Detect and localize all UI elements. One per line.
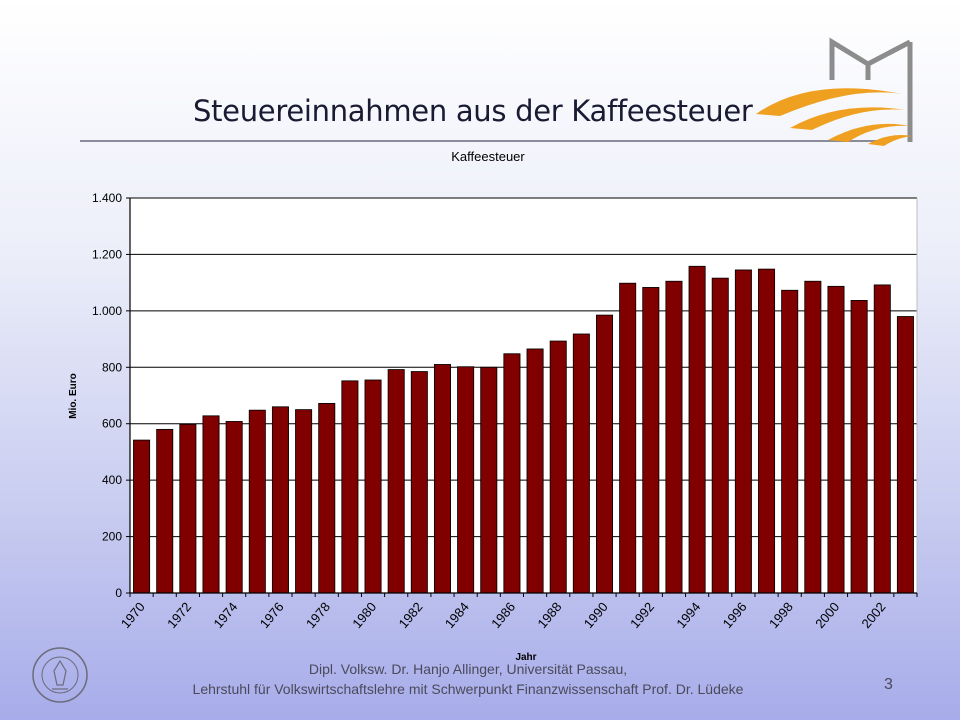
bar-2002	[873, 284, 891, 594]
bar-1987	[526, 348, 544, 594]
university-seal	[32, 647, 88, 703]
x-tick-label: 2002	[858, 599, 888, 631]
bar-1998	[781, 289, 799, 594]
bar-2003	[896, 316, 914, 594]
y-tick-label: 1.200	[92, 247, 122, 261]
x-tick-label: 1988	[534, 599, 564, 631]
bar-1971	[156, 428, 174, 594]
x-tick-label: 2000	[812, 599, 842, 631]
bar-1979	[341, 380, 359, 594]
footer-chair: Lehrstuhl für Volkswirtschaftslehre mit …	[192, 681, 744, 697]
bar-chart: Kaffeesteuer 0 200 400 600 800 1.000 1.200 1.40…	[68, 149, 918, 660]
bar-1999	[804, 280, 822, 594]
bar-1974	[225, 421, 243, 594]
bar-1991	[619, 282, 637, 594]
bar-1990	[596, 314, 614, 594]
y-tick-label: 1.000	[92, 304, 122, 318]
bar-1995	[711, 277, 729, 594]
x-tick-label: 1998	[766, 599, 796, 631]
bar-1994	[688, 265, 706, 594]
y-tick-label: 400	[102, 473, 122, 487]
bar-2000	[827, 285, 845, 594]
bar-1997	[758, 268, 776, 594]
chart-title: Kaffeesteuer	[451, 149, 525, 164]
bar-1984	[457, 366, 475, 594]
y-tick-label: 600	[102, 417, 122, 431]
x-tick-label: 1980	[349, 599, 379, 631]
bar-1996	[734, 269, 752, 594]
x-axis-label: Jahr	[515, 652, 536, 660]
y-tick-label: 200	[102, 530, 122, 544]
plot-area	[130, 198, 917, 593]
title-divider	[80, 140, 880, 142]
bar-1992	[642, 287, 660, 594]
bar-1976	[271, 406, 289, 594]
x-tick-label: 1990	[581, 599, 611, 631]
chair-logo	[756, 37, 913, 146]
y-tick-labels: 0 200 400 600 800 1.000 1.200 1.400	[92, 191, 122, 600]
bar-1982	[410, 371, 428, 594]
y-axis-label: Mio. Euro	[68, 373, 79, 419]
logo-book-icon	[829, 37, 913, 142]
y-tick-label: 1.400	[92, 191, 122, 205]
bar-1989	[572, 333, 590, 594]
page-number: 3	[884, 676, 893, 693]
logo-swoosh-icon	[756, 88, 912, 146]
bar-1973	[202, 415, 220, 594]
bar-1986	[503, 353, 521, 594]
bar-1993	[665, 280, 683, 594]
x-tick-label: 1972	[164, 599, 194, 631]
bar-1983	[433, 364, 451, 594]
bar-1980	[364, 379, 382, 594]
y-tick-label: 800	[102, 360, 122, 374]
x-tick-label: 1992	[627, 599, 657, 631]
x-tick-label: 1996	[720, 599, 750, 631]
x-tick-label: 1970	[118, 599, 148, 631]
bar-1970	[133, 439, 151, 594]
bar-2001	[850, 300, 868, 594]
x-tick-labels: 1970 1972 1974 1976 1978 1980 1982 1984 1986 1988…	[118, 599, 889, 631]
slide-title: Steuereinnahmen aus der Kaffeesteuer	[193, 94, 753, 128]
bar-1978	[318, 402, 336, 594]
bar-1975	[248, 409, 266, 594]
x-tick-label: 1976	[257, 599, 287, 631]
bar-1988	[549, 340, 567, 594]
bar-1981	[387, 369, 405, 594]
y-tick-label: 0	[115, 586, 122, 600]
bar-1972	[179, 423, 197, 594]
bar-1977	[295, 409, 313, 594]
x-tick-label: 1974	[210, 599, 240, 631]
x-tick-label: 1982	[396, 599, 426, 631]
bar-1985	[480, 366, 498, 594]
x-tick-label: 1984	[442, 599, 472, 631]
x-tick-label: 1986	[488, 599, 518, 631]
footer-author: Dipl. Volksw. Dr. Hanjo Allinger, Univer…	[308, 661, 628, 677]
x-tick-label: 1978	[303, 599, 333, 631]
axes	[129, 198, 918, 597]
x-tick-label: 1994	[673, 599, 703, 631]
